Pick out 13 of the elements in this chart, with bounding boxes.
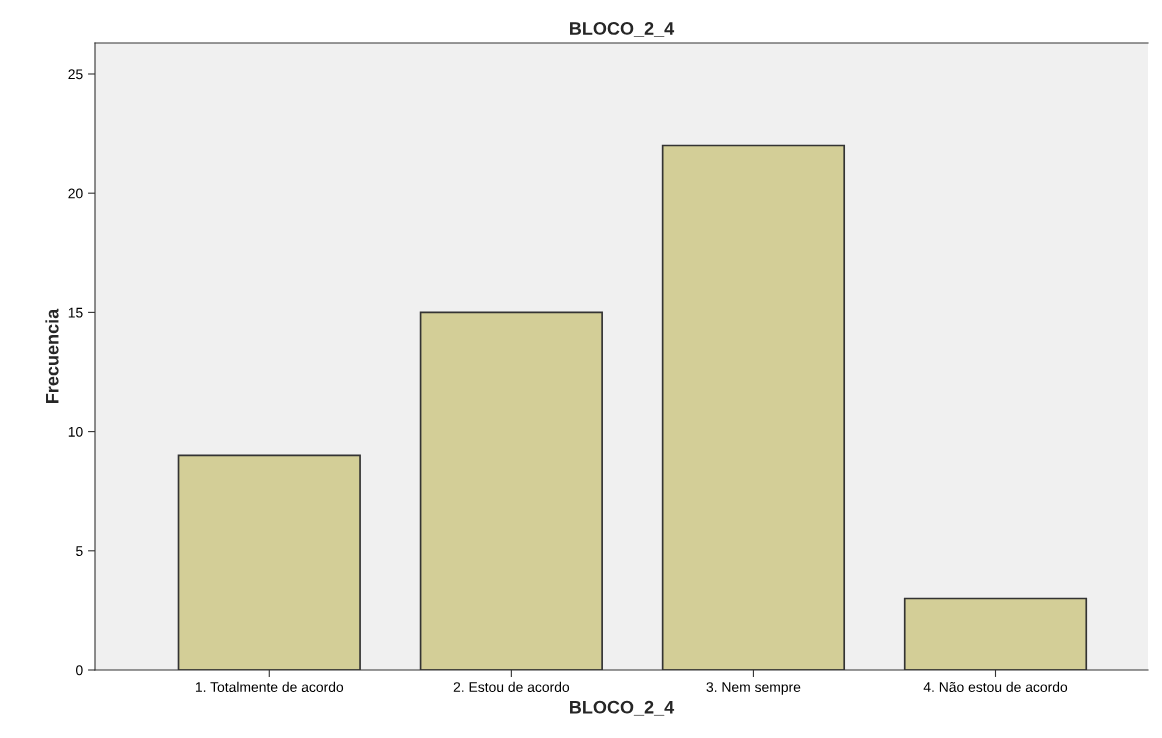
y-tick-label: 25 [68,69,83,80]
x-tick-label: 4. Não estou de acordo [923,681,1068,693]
x-tick-label: 1. Totalmente de acordo [195,681,344,693]
chart-title: BLOCO_2_4 [570,22,675,37]
y-tick-label: 15 [68,307,83,318]
y-axis-title: Frecuencia [45,308,59,403]
x-tick-label: 2. Estou de acordo [453,681,570,693]
x-axis-title: BLOCO_2_4 [570,700,675,716]
y-tick-label: 20 [68,188,83,199]
y-tick-label: 0 [76,665,83,676]
y-tick-label: 5 [76,546,83,556]
y-tick-label: 10 [68,426,83,437]
x-tick-label: 3. Nem sempre [706,682,801,695]
